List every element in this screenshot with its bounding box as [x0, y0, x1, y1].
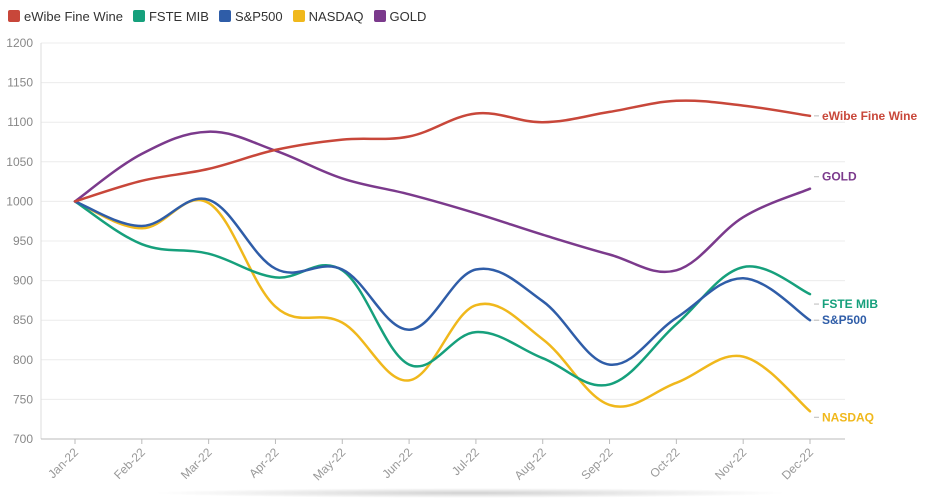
x-tick-label: Jul-22 [449, 445, 482, 478]
y-tick-label: 800 [13, 353, 33, 367]
legend-item-s-p500[interactable]: S&P500 [218, 8, 283, 24]
x-tick-label: Feb-22 [111, 445, 148, 482]
x-tick-label: Jan-22 [45, 445, 81, 481]
y-tick-label: 850 [13, 313, 33, 327]
legend-item-ewibe-fine-wine[interactable]: eWibe Fine Wine [8, 9, 123, 24]
y-tick-label: 950 [13, 234, 33, 248]
legend-label: NASDAQ [308, 8, 364, 24]
series-line-ewibe-fine-wine [73, 99, 812, 203]
bottom-shadow [150, 488, 790, 498]
end-label-fste-mib: FSTE MIB [822, 297, 878, 311]
legend-item-nasdaq[interactable]: NASDAQ [292, 8, 364, 24]
x-tick-label: Aug-22 [512, 445, 549, 482]
x-tick-label: May-22 [310, 445, 348, 483]
series-line-fste-mib [73, 200, 812, 387]
series-line-s-p500 [73, 197, 812, 366]
legend-swatch [218, 10, 231, 22]
end-labels: eWibe Fine Wine FSTE MIB S&P500 NASDAQ GOLD [814, 109, 917, 424]
series-line-gold [73, 130, 812, 273]
y-tick-label: 1100 [7, 115, 33, 129]
legend-swatch [292, 10, 305, 22]
chart-legend: eWibe Fine Wine FSTE MIB S&P500 NASDAQ GOLD [8, 7, 426, 25]
y-tick-label: 750 [13, 392, 33, 406]
legend-label: FSTE MIB [148, 8, 209, 24]
series-line-nasdaq [73, 198, 812, 413]
x-tick-label: Apr-22 [246, 445, 282, 481]
x-tick-label: Nov-22 [712, 445, 749, 482]
end-label-ewibe-fine-wine: eWibe Fine Wine [822, 109, 917, 123]
end-label-nasdaq: NASDAQ [822, 410, 874, 424]
y-tick-label: 900 [13, 274, 33, 288]
y-tick-label: 1150 [7, 76, 33, 90]
legend-swatch [8, 10, 20, 22]
x-tick-label: Jun-22 [379, 445, 415, 481]
legend-item-gold[interactable]: GOLD [373, 8, 427, 24]
y-tick-label: 1050 [6, 155, 33, 169]
x-tick-label: Dec-22 [779, 445, 816, 482]
grid-lines [41, 42, 845, 400]
legend-swatch [132, 10, 145, 22]
end-label-gold: GOLD [822, 170, 857, 184]
legend-label: GOLD [389, 8, 427, 24]
x-tick-label: Oct-22 [647, 445, 683, 481]
y-tick-label: 700 [13, 432, 33, 446]
end-label-s-p500: S&P500 [822, 313, 867, 327]
y-tick-label: 1000 [6, 194, 33, 208]
x-tick-label: Mar-22 [178, 445, 215, 482]
y-tick-label: 1200 [6, 36, 33, 50]
series-lines [73, 99, 812, 413]
legend-item-fste-mib[interactable]: FSTE MIB [132, 8, 209, 24]
legend-swatch [373, 10, 386, 22]
x-tick-label: Sep-22 [578, 445, 615, 482]
legend-label: eWibe Fine Wine [24, 8, 123, 24]
legend-label: S&P500 [234, 8, 283, 24]
